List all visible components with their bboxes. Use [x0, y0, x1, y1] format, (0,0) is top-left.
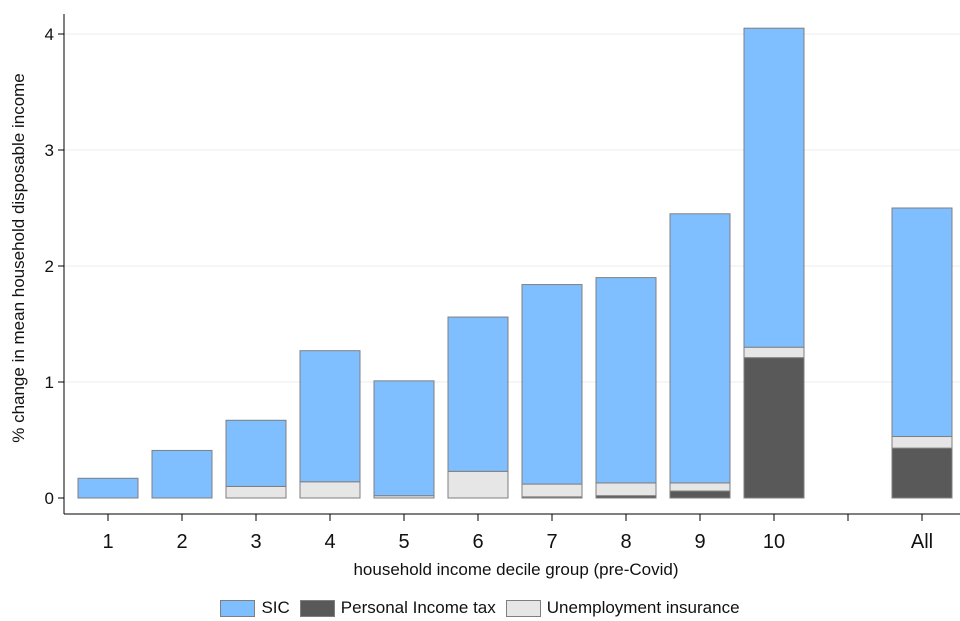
y-tick-label-0: 0 [45, 489, 54, 508]
x-axis-title: household income decile group (pre-Covid… [353, 560, 678, 579]
bar-unemployment-insurance-10 [744, 347, 804, 357]
y-tick-label-2: 2 [45, 257, 54, 276]
bar-unemployment-insurance-all [892, 437, 952, 449]
legend-swatch-sic [220, 600, 255, 617]
x-tick-label-8: 8 [620, 531, 631, 553]
x-tick-label-7: 7 [546, 531, 557, 553]
bar-sic-5 [374, 381, 434, 496]
x-tick-label-9: 9 [694, 531, 705, 553]
bar-unemployment-insurance-6 [448, 471, 508, 498]
legend-item-personal-income-tax: Personal Income tax [300, 598, 496, 618]
y-axis-title: % change in mean household disposable in… [9, 73, 28, 443]
legend-swatch-unemployment-insurance [506, 600, 541, 617]
bar-sic-10 [744, 28, 804, 347]
y-tick-label-3: 3 [45, 141, 54, 160]
legend-label-sic: SIC [261, 598, 289, 618]
bar-sic-7 [522, 285, 582, 485]
bar-sic-9 [670, 214, 730, 483]
bar-sic-3 [226, 420, 286, 486]
y-tick-label-1: 1 [45, 373, 54, 392]
bar-sic-6 [448, 317, 508, 471]
x-tick-label-2: 2 [176, 531, 187, 553]
legend-item-sic: SIC [220, 598, 289, 618]
x-tick-label-6: 6 [472, 531, 483, 553]
x-tick-label-3: 3 [250, 531, 261, 553]
bar-unemployment-insurance-7 [522, 484, 582, 497]
bar-personal-income-tax-all [892, 448, 952, 498]
y-tick-label-4: 4 [45, 25, 54, 44]
bar-sic-2 [152, 450, 212, 498]
bar-sic-1 [78, 478, 138, 498]
bar-sic-all [892, 208, 952, 437]
x-tick-label-all: All [911, 531, 933, 553]
legend-swatch-personal-income-tax [300, 600, 335, 617]
bar-personal-income-tax-9 [670, 491, 730, 498]
bar-unemployment-insurance-4 [300, 482, 360, 498]
legend-label-personal-income-tax: Personal Income tax [341, 598, 496, 618]
legend: SIC Personal Income tax Unemployment ins… [0, 598, 960, 618]
bar-unemployment-insurance-8 [596, 483, 656, 496]
bar-unemployment-insurance-3 [226, 486, 286, 498]
legend-item-unemployment-insurance: Unemployment insurance [506, 598, 740, 618]
legend-label-unemployment-insurance: Unemployment insurance [547, 598, 740, 618]
bar-personal-income-tax-10 [744, 358, 804, 498]
bar-unemployment-insurance-9 [670, 483, 730, 491]
bar-sic-4 [300, 351, 360, 482]
x-tick-label-10: 10 [763, 531, 785, 553]
x-tick-label-1: 1 [102, 531, 113, 553]
x-tick-label-4: 4 [324, 531, 335, 553]
x-tick-label-5: 5 [398, 531, 409, 553]
bar-sic-8 [596, 278, 656, 483]
